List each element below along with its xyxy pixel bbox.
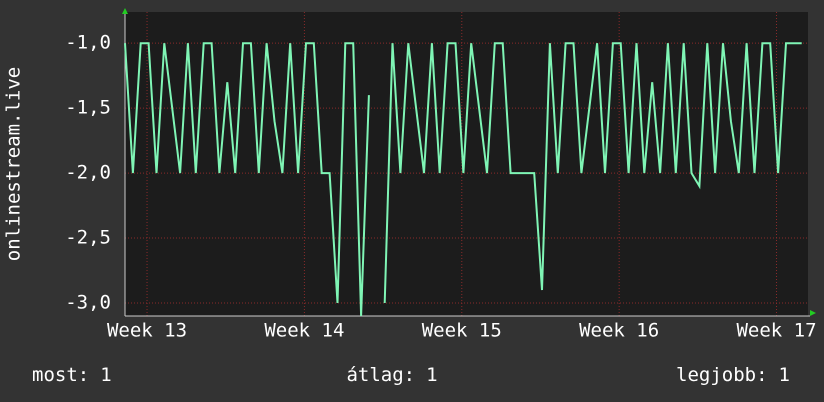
y-tick-label: -3,0 [65,292,111,314]
legend-stat: most: 1 [32,364,112,386]
axis-arrow [810,310,816,316]
stat-value: 1 [100,364,111,386]
legend-stat: átlag: 1 [346,364,437,386]
axis-arrow [122,8,128,14]
stat-label: legjobb: [676,364,768,386]
x-tick-label: Week 15 [422,320,502,342]
stat-label: most: [32,364,89,386]
data-line [124,42,802,317]
y-axis-title: onlinestream.live [3,67,25,261]
x-tick-label: Week 16 [579,320,659,342]
plot-area [125,12,808,316]
x-tick-label: Week 17 [736,320,816,342]
y-tick-label: -1,5 [65,97,111,119]
stat-label: átlag: [346,364,415,386]
y-tick-label: -1,0 [65,32,111,54]
stat-value: 1 [779,364,790,386]
y-tick-label: -2,0 [65,162,111,184]
x-tick-label: Week 14 [264,320,344,342]
stat-value: 1 [426,364,437,386]
x-tick-label: Week 13 [107,320,187,342]
y-tick-label: -2,5 [65,227,111,249]
legend-stat: legjobb: 1 [676,364,790,386]
